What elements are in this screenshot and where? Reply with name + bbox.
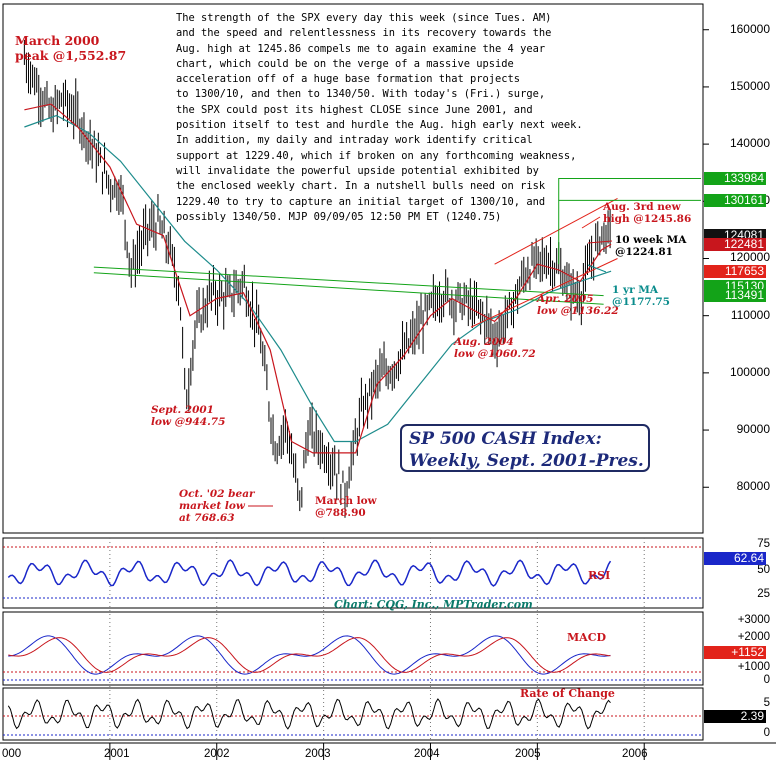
annotation-march-low: March low @788.90 (315, 495, 377, 519)
red-channel-lower (470, 258, 618, 328)
commentary-line: and the speed and relentlessness in its … (176, 27, 552, 40)
price-panel-frame (2, 3, 704, 534)
chart-subtitle: Weekly, Sept. 2001-Pres. (409, 451, 644, 471)
x-tick-label: 2005 (515, 748, 541, 760)
indicator-tick-label: 5 (763, 697, 770, 709)
roc-label: Rate of Change (520, 687, 615, 700)
indicator-tick-label: +2000 (737, 631, 770, 643)
commentary-line: the SPX could post its highest CLOSE sin… (176, 103, 533, 116)
price-box-label: 113491 (704, 289, 766, 303)
macd-slow-line (8, 637, 611, 673)
commentary-line: support at 1229.40, which if broken on a… (176, 149, 577, 162)
chart-title-box: SP 500 CASH Index: Weekly, Sept. 2001-Pr… (400, 424, 650, 472)
y-tick-label: 150000 (729, 78, 770, 93)
red-channel-upper (494, 198, 618, 265)
arrow-10-week-ma (587, 240, 613, 244)
price-bars (23, 39, 611, 518)
indicator-last-value: 2.39 (704, 710, 766, 723)
y-tick-label: 110000 (730, 307, 770, 322)
x-tick-label: 2004 (414, 748, 440, 760)
commentary-line: In addition, my daily and intraday work … (176, 134, 533, 147)
commentary-line: acceleration off of a huge base formatio… (176, 73, 521, 86)
indicator-tick-label: 50 (757, 564, 770, 576)
price-box-label: 133984 (704, 172, 766, 186)
roc-line (7, 698, 611, 730)
projection-1340 (558, 178, 701, 201)
green-trendline-lower (93, 272, 604, 305)
annotation-sept-2001-low: Sept. 2001 low @944.75 (151, 404, 226, 428)
x-tick-label: 2002 (204, 748, 230, 760)
indicator-tick-label: 25 (757, 588, 770, 600)
price-box-label: 117653 (704, 265, 766, 279)
macd-label: MACD (567, 631, 607, 644)
commentary-line: position itself to test and hurdle the A… (176, 119, 583, 132)
indicator-tick-label: +1000 (737, 661, 770, 673)
x-tick-label: 000 (2, 748, 22, 760)
x-tick-label: 2001 (104, 748, 130, 760)
roc-panel-frame (2, 687, 704, 741)
y-tick-label: 80000 (736, 479, 770, 494)
commentary-line: The strength of the SPX every day this w… (176, 12, 552, 24)
ma-1-year-line (24, 114, 612, 443)
y-tick-label: 100000 (729, 364, 770, 379)
annotation-10-week-ma: 10 week MA @1224.81 (615, 234, 687, 258)
commentary-line: possibly 1340/50. MJP 09/09/05 12:50 PM … (176, 210, 502, 223)
arrow-1-yr-ma (587, 264, 607, 273)
rsi-line (7, 559, 612, 587)
rsi-label: RSI (588, 569, 611, 582)
arrow-aug-high (581, 216, 601, 229)
commentary-line: to 1300/10, and then to 1340/50. With to… (176, 88, 546, 101)
commentary-line: will invalidate the powerful upside pote… (176, 164, 539, 177)
indicator-tick-label: 0 (763, 727, 770, 739)
commentary-line: Aug. high at 1245.86 compels me to again… (176, 42, 546, 55)
annotation-march-2000: March 2000 peak @1,552.87 (15, 33, 127, 63)
y-tick-label: 160000 (729, 21, 770, 36)
price-box-label: 122481 (704, 237, 766, 251)
commentary-text: The strength of the SPX every day this w… (176, 11, 606, 225)
annotation-1-yr-ma: 1 yr MA @1177.75 (612, 284, 670, 308)
commentary-line: chart, which could be on the verge of a … (176, 57, 514, 70)
x-tick-label: 2006 (622, 748, 648, 760)
green-trendline-upper (93, 266, 604, 297)
rsi-panel-frame (2, 537, 704, 609)
indicator-last-value: 62.64 (704, 552, 766, 565)
indicator-last-value: +1152 (704, 646, 766, 659)
ma-10-week-line (24, 103, 612, 454)
annotation-oct-02-low: Oct. '02 bear market low at 768.63 (179, 488, 255, 524)
annotation-aug-3rd-high: Aug. 3rd new high @1245.86 (603, 201, 692, 225)
commentary-line: 1229.40 to try to capture an initial tar… (176, 195, 546, 208)
chart-title: SP 500 CASH Index: (409, 429, 602, 449)
annotation-aug-2004-low: Aug. 2004 low @1060.72 (454, 336, 536, 360)
indicator-tick-label: +3000 (737, 614, 770, 626)
annotation-apr-2005-low: Apr. 2005 low @1136.22 (537, 293, 619, 317)
y-tick-label: 120000 (729, 250, 770, 265)
y-tick-label: 140000 (729, 136, 770, 151)
x-tick-label: 2003 (305, 748, 331, 760)
price-box-label: 130161 (704, 193, 766, 207)
chart-credit: Chart: CQG, Inc., MPTrader.com (334, 598, 533, 611)
indicator-tick-label: 0 (763, 674, 770, 686)
commentary-line: the enclosed weekly chart. In a nutshell… (176, 180, 546, 193)
indicator-tick-label: 75 (757, 538, 770, 550)
y-tick-label: 90000 (736, 422, 770, 437)
macd-panel-frame (2, 611, 704, 686)
